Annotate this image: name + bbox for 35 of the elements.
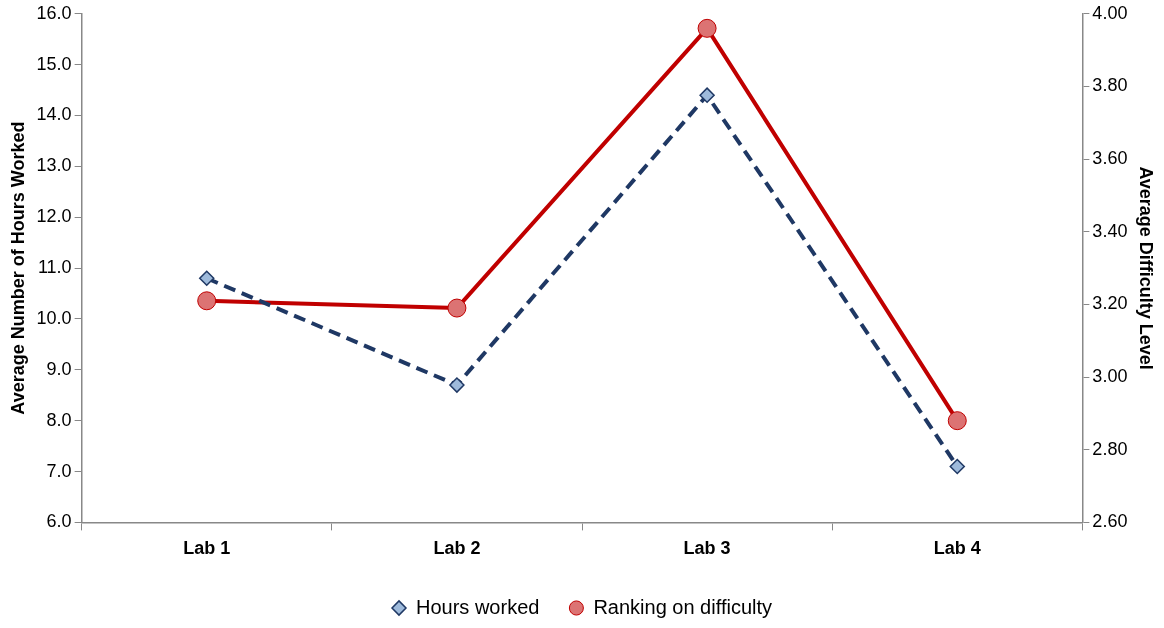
y2-tick-label: 3.60 — [1092, 148, 1128, 169]
y-tick-label: 7.0 — [46, 460, 72, 481]
y2-axis-title: Average Difficulty Level — [1136, 166, 1157, 370]
point — [699, 87, 715, 103]
point — [947, 411, 967, 431]
x-tick-label: Lab 1 — [183, 538, 231, 559]
point — [198, 270, 215, 287]
point — [949, 458, 966, 475]
y-tick-label: 6.0 — [46, 511, 72, 532]
y-tick-label: 10.0 — [36, 307, 72, 328]
y-tick-label: 16.0 — [36, 2, 72, 23]
legend-label: Ranking on difficulty — [593, 595, 772, 618]
x-tick-label: Lab 2 — [433, 538, 481, 559]
y2-tick-label: 3.40 — [1092, 220, 1128, 241]
y2-tick-label: 3.20 — [1092, 293, 1128, 314]
legend-label: Hours worked — [416, 595, 540, 618]
y2-tick-label: 2.80 — [1092, 438, 1128, 459]
y2-tick-label: 4.00 — [1092, 2, 1128, 23]
x-tick-label: Lab 4 — [933, 538, 981, 559]
point — [447, 298, 467, 318]
y-tick-label: 13.0 — [36, 155, 72, 176]
y-tick-label: 12.0 — [36, 206, 72, 227]
y2-tick-label: 2.60 — [1092, 511, 1128, 532]
y-tick-label: 8.0 — [46, 409, 72, 430]
point — [449, 377, 465, 393]
y-axis-title: Average Number of Hours Worked — [7, 121, 28, 415]
y2-tick-label: 3.00 — [1092, 366, 1128, 387]
y2-tick-label: 3.80 — [1092, 75, 1128, 96]
y-tick-label: 11.0 — [37, 257, 72, 278]
x-tick-label: Lab 3 — [683, 538, 731, 559]
y-tick-label: 14.0 — [36, 104, 72, 125]
y-tick-label: 9.0 — [46, 358, 72, 379]
point — [697, 18, 717, 38]
y-tick-label: 15.0 — [36, 53, 72, 74]
point — [197, 291, 217, 311]
